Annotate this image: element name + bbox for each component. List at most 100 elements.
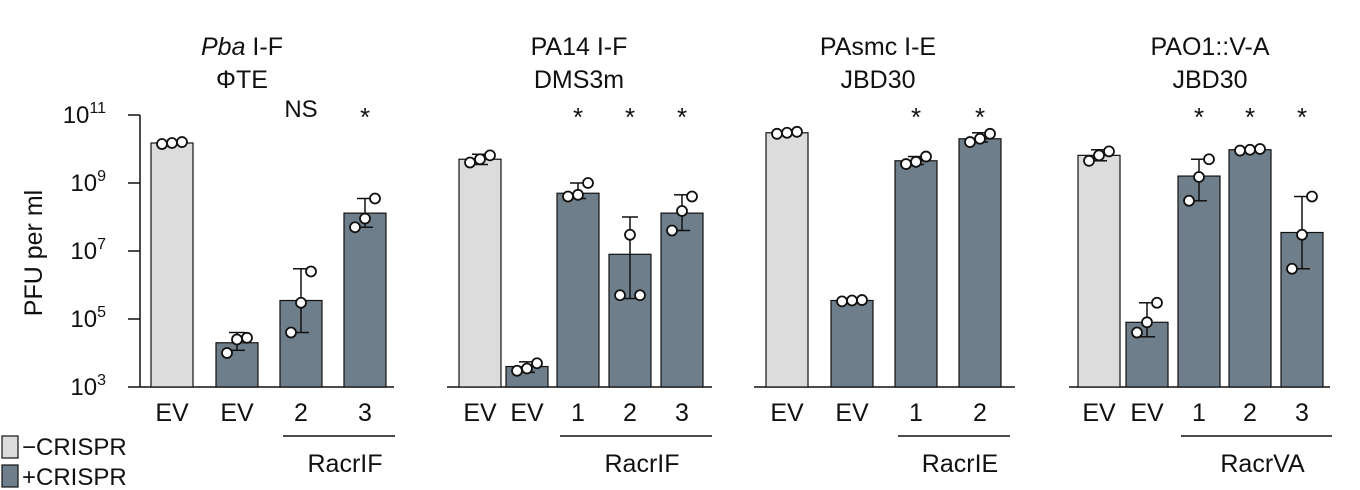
data-point (305, 265, 317, 278)
data-point (221, 347, 233, 359)
bar (660, 212, 704, 388)
bar (343, 212, 387, 388)
panel-title: PAO1::V-A (1150, 33, 1269, 61)
data-point (295, 296, 307, 309)
panel-title: Pba I-F (201, 33, 283, 61)
data-point (676, 205, 688, 217)
data-point (666, 224, 678, 237)
significance-label: * (677, 102, 687, 132)
bar (765, 132, 809, 388)
significance-label: * (911, 102, 921, 132)
data-point (910, 155, 922, 168)
bar (1228, 149, 1272, 388)
bar (1077, 154, 1121, 388)
data-point (176, 136, 188, 148)
y-tick-label: 103 (70, 372, 106, 401)
data-point (562, 190, 574, 203)
x-tick-label: 1 (571, 399, 585, 427)
legend-label-plus-crispr: +CRISPR (22, 464, 127, 490)
data-point (614, 289, 626, 302)
data-point (1103, 145, 1115, 158)
panel-2: PA14 I-F DMS3m EV EV 1 * 2 * 3 * RacrIF (447, 33, 712, 478)
data-point (484, 149, 496, 162)
x-tick-label: 1 (1192, 399, 1206, 427)
data-point (984, 127, 996, 140)
data-point (1093, 149, 1105, 162)
x-tick-label: EV (463, 399, 497, 427)
panel-title: PAsmc I-E (820, 33, 936, 61)
significance-label: * (1297, 102, 1307, 132)
data-point (781, 126, 793, 139)
data-point (369, 192, 381, 205)
x-tick-label: 3 (1295, 399, 1309, 427)
panel-3: PAsmc I-E JBD30 EV EV 1 * 2 * RacrIE (754, 33, 1015, 478)
data-point (791, 125, 803, 138)
x-tick-label: 1 (909, 399, 923, 427)
y-axis-label: PFU per ml (20, 190, 48, 316)
legend-swatch-plus-crispr (1, 464, 19, 488)
data-point (1131, 326, 1143, 339)
data-point (464, 156, 476, 169)
data-point (582, 177, 594, 189)
data-point (846, 294, 858, 307)
bar (894, 160, 938, 388)
data-point (624, 228, 636, 241)
data-point (1203, 153, 1215, 166)
data-point (771, 127, 783, 140)
panel-title: PA14 I-F (531, 33, 628, 61)
y-axis-ticks: 103 105 107 109 1011 (63, 100, 140, 401)
bar (1177, 175, 1221, 388)
panel-subtitle: ΦTE (216, 66, 268, 94)
y-tick-label: 1011 (63, 100, 106, 129)
legend-label-minus-crispr: −CRISPR (22, 434, 127, 461)
data-point (974, 132, 986, 145)
x-tick-label: EV (155, 399, 189, 427)
panel-1: Pba I-F ΦTE EV EV 2 NS 3 * RacrIF (140, 33, 395, 478)
data-point (531, 357, 543, 370)
significance-label: * (573, 102, 583, 132)
data-point (920, 150, 932, 163)
x-tick-label: 2 (1243, 399, 1257, 427)
data-point (156, 138, 168, 150)
bar (150, 142, 194, 388)
data-point (1244, 143, 1256, 156)
data-point (1151, 296, 1163, 309)
significance-label: * (1245, 102, 1255, 132)
x-tick-label: EV (835, 399, 869, 427)
bar (830, 299, 874, 388)
panel-subtitle: DMS3m (534, 66, 624, 94)
data-point (1141, 316, 1153, 329)
legend: −CRISPR +CRISPR (1, 434, 127, 490)
data-point (1254, 143, 1266, 155)
bar (458, 158, 502, 388)
bar (279, 299, 323, 388)
group-label: RacrIF (308, 450, 383, 478)
y-axis: 103 105 107 109 1011 PFU per ml (20, 100, 141, 401)
data-point (1193, 171, 1205, 183)
data-point (856, 294, 868, 306)
significance-label: NS (284, 96, 317, 123)
data-point (1234, 144, 1246, 157)
data-point (634, 289, 646, 302)
data-point (964, 136, 976, 148)
data-point (572, 188, 584, 201)
data-point (359, 212, 371, 225)
data-point (1183, 194, 1195, 207)
data-point (474, 153, 486, 166)
x-tick-label: EV (1082, 399, 1116, 427)
bar (958, 138, 1002, 388)
x-tick-label: EV (770, 399, 804, 427)
data-point (349, 221, 361, 234)
significance-label: * (1194, 102, 1204, 132)
significance-label: * (625, 102, 635, 132)
x-tick-label: 2 (623, 399, 637, 427)
panel-subtitle: JBD30 (840, 66, 915, 94)
data-point (1306, 190, 1318, 203)
significance-label: * (975, 102, 985, 132)
x-tick-label: 3 (675, 399, 689, 427)
bar (1280, 231, 1324, 388)
data-point (285, 326, 297, 339)
data-point (686, 190, 698, 203)
bar (556, 192, 600, 388)
